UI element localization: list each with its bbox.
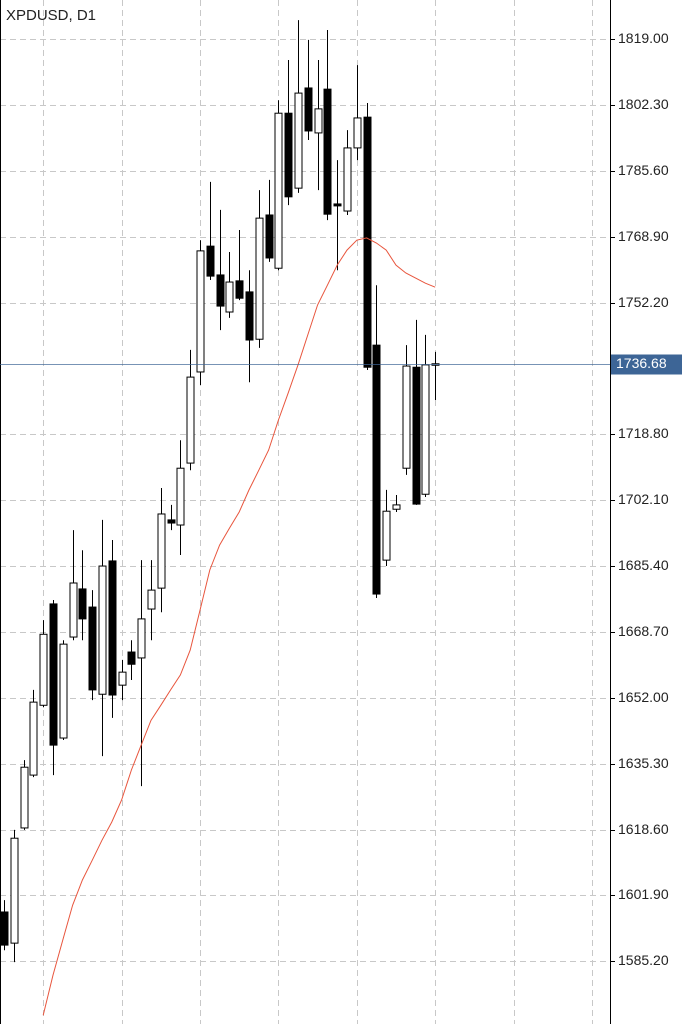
candle-body [274,112,283,269]
y-tick-label: 1685.40 [618,557,669,573]
candle-body [157,513,166,589]
candle-body [412,366,421,505]
candle-body [98,565,107,695]
y-tick-label: 1752.20 [618,294,669,310]
candle-body [88,606,97,691]
candle-body [39,633,48,706]
candle-body [147,589,156,610]
candle-body [167,519,176,524]
candle-body [20,766,29,829]
candle-body [225,281,234,313]
grid [0,0,610,1024]
candle-body [176,467,185,526]
y-tick-label: 1768.90 [618,228,669,244]
y-tick-label: 1618.60 [618,821,669,837]
candle-body [206,245,215,277]
candle-body [284,112,293,198]
candle-body [235,280,244,299]
y-tick-label: 1635.30 [618,755,669,771]
y-tick-label: 1668.70 [618,623,669,639]
y-tick-label: 1785.60 [618,162,669,178]
candle-body [265,214,274,259]
y-tick-label: 1718.80 [618,425,669,441]
candle-body [137,618,146,659]
candle-body [323,88,332,215]
candle-body [186,376,195,464]
candle-body [108,560,117,696]
candle-body [382,510,391,561]
y-tick-label: 1601.90 [618,886,669,902]
candle-body [402,365,411,469]
y-tick-label: 1702.10 [618,491,669,507]
candle-body [29,701,38,776]
candle-body [304,87,313,132]
y-tick-label: 1652.00 [618,689,669,705]
candle-body [343,147,352,212]
candle-body [392,504,401,510]
candle-body [49,603,58,746]
candle-body [0,911,9,946]
candle-body [314,108,323,134]
candle-body [78,588,87,620]
candle-body [10,837,19,944]
candle-body [245,291,254,341]
candle-body [59,643,68,739]
candle-body [216,274,225,307]
candle-body [353,117,362,149]
candle-body [127,651,136,665]
y-tick-label: 1819.00 [618,30,669,46]
chart-title: XPDUSD, D1 [6,7,96,24]
y-tick-label: 1585.20 [618,952,669,968]
candle-body [372,344,381,595]
candle-body [333,203,342,207]
candle-body [421,364,430,495]
candle-body [255,217,264,340]
y-tick-label: 1802.30 [618,96,669,112]
candle-body [363,116,372,368]
current-price-label: 1736.68 [616,355,667,371]
candle-body [196,250,205,373]
candle-body [69,582,78,638]
candle-body [118,671,127,686]
candle-body [294,92,303,189]
current-price-box [611,354,682,375]
plot [0,20,440,1016]
moving-average-line [42,237,436,1016]
